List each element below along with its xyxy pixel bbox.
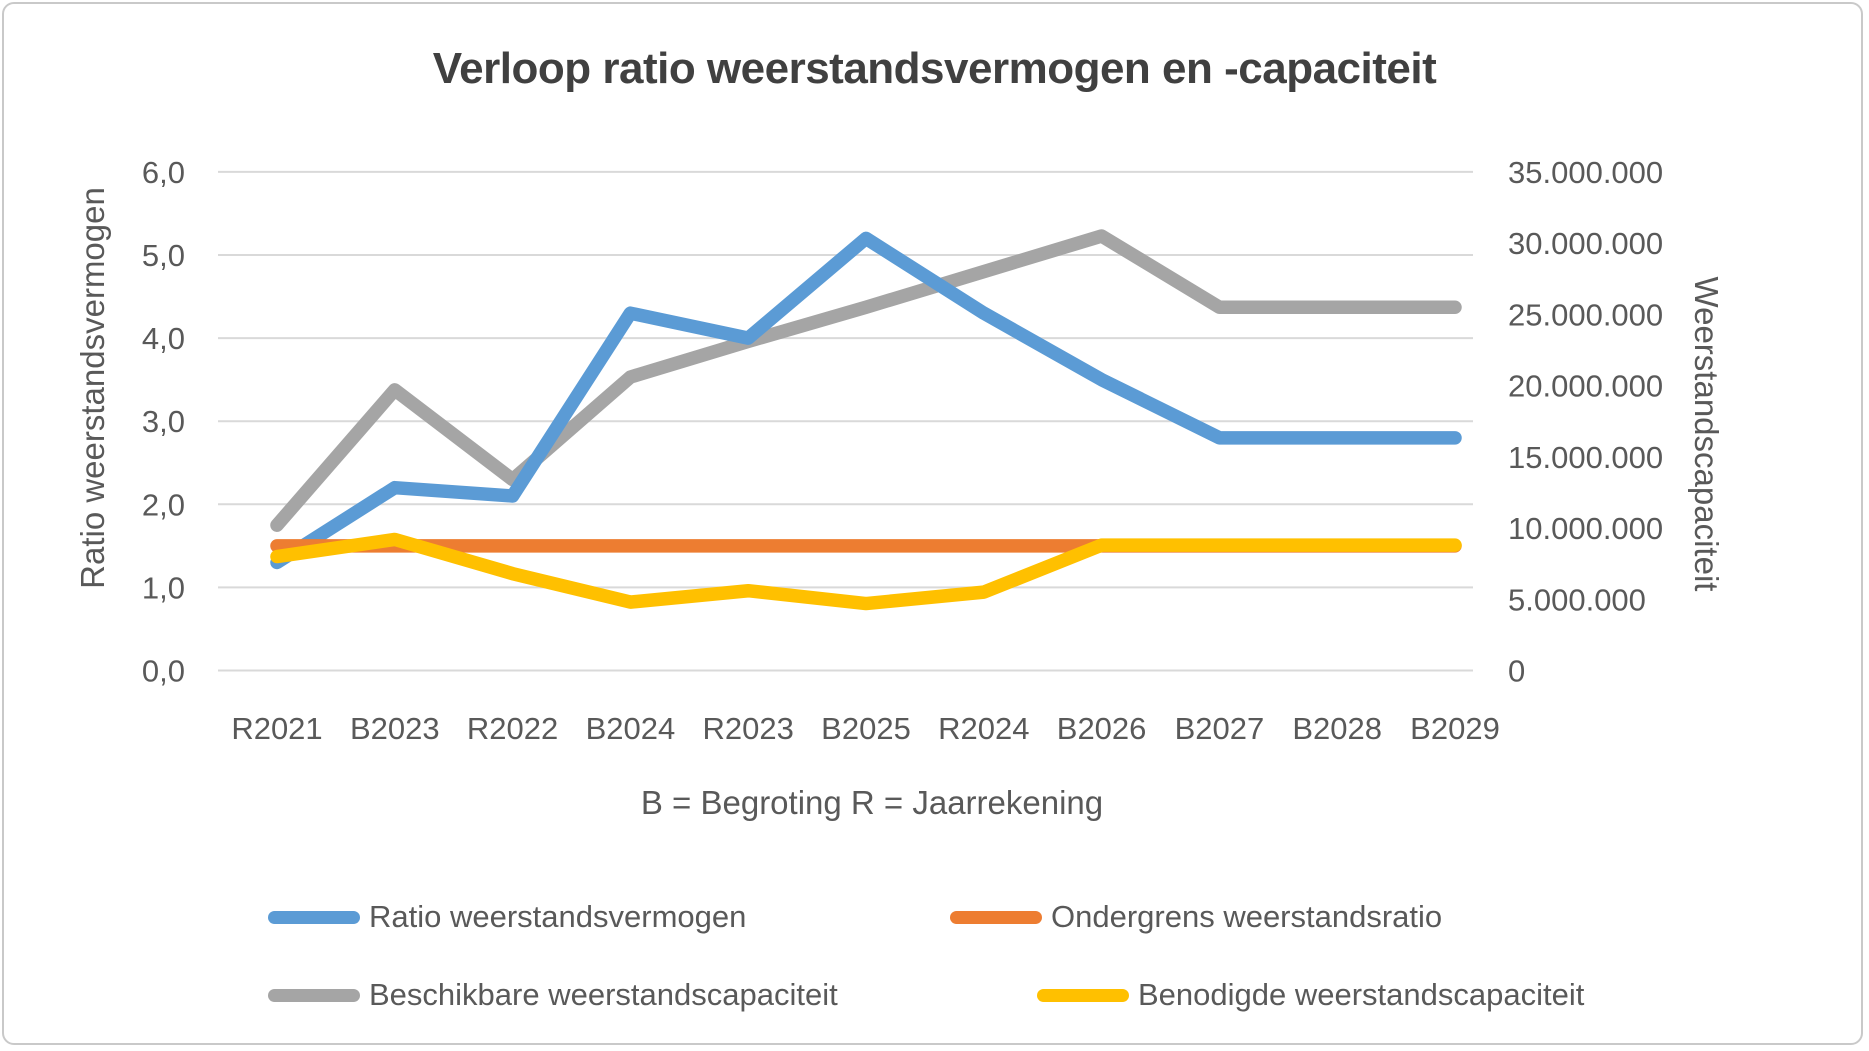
x-axis-tick-label: B2023 — [350, 711, 440, 746]
x-axis-tick-label: R2022 — [467, 711, 558, 746]
y-axis-right-tick-label: 20.000.000 — [1508, 369, 1663, 404]
y-axis-right-tick-label: 0 — [1508, 654, 1525, 689]
legend-color-swatch — [268, 988, 360, 1002]
chart-title: Verloop ratio weerstandsvermogen en -cap… — [432, 44, 1437, 93]
y-axis-right-tick-label: 35.000.000 — [1508, 155, 1663, 190]
legend-item-ondergrens-weerstandsratio: Ondergrens weerstandsratio — [950, 897, 1442, 937]
x-axis-tick-label: R2023 — [703, 711, 794, 746]
y-axis-right-tick-label: 25.000.000 — [1508, 297, 1663, 332]
y-axis-left-tick-label: 1,0 — [142, 570, 185, 605]
legend-label: Ratio weerstandsvermogen — [369, 899, 747, 934]
left-axis-title: Ratio weerstandsvermogen — [74, 187, 111, 589]
series-line-benodigde-weerstandscapaciteit — [270, 532, 1462, 611]
legend-color-swatch — [268, 910, 360, 924]
x-axis-tick-label: B2026 — [1057, 711, 1147, 746]
legend-label: Ondergrens weerstandsratio — [1051, 899, 1443, 934]
y-axis-right-tick-label: 15.000.000 — [1508, 440, 1663, 475]
y-axis-left-tick-label: 6,0 — [142, 155, 185, 190]
x-axis-tick-label: R2024 — [938, 711, 1029, 746]
x-axis-title: B = Begroting R = Jaarrekening — [640, 784, 1104, 821]
legend-item-benodigde-weerstandscapaciteit: Benodigde weerstandscapaciteit — [1037, 975, 1584, 1015]
series-line-ratio-weerstandsvermogen — [270, 231, 1462, 570]
y-axis-right-tick-label: 30.000.000 — [1508, 226, 1663, 261]
y-axis-left-tick-label: 5,0 — [142, 238, 185, 273]
x-axis-tick-label: B2024 — [586, 711, 676, 746]
y-axis-left-tick-label: 2,0 — [142, 487, 185, 522]
legend-color-swatch — [1037, 988, 1129, 1002]
x-axis-tick-label: B2027 — [1175, 711, 1265, 746]
legend-label: Benodigde weerstandscapaciteit — [1138, 977, 1585, 1012]
series-line-beschikbare-weerstandscapaciteit — [270, 229, 1462, 532]
y-axis-left-tick-label: 0,0 — [142, 654, 185, 689]
legend-label: Beschikbare weerstandscapaciteit — [369, 977, 838, 1012]
y-axis-right-tick-label: 5.000.000 — [1508, 582, 1646, 617]
y-axis-left-tick-label: 4,0 — [142, 321, 185, 356]
legend-item-ratio-weerstandsvermogen: Ratio weerstandsvermogen — [268, 897, 746, 937]
right-axis-title: Weerstandscapaciteit — [1688, 276, 1725, 592]
legend-color-swatch — [950, 910, 1042, 924]
x-axis-tick-label: R2021 — [231, 711, 322, 746]
y-axis-left-tick-label: 3,0 — [142, 404, 185, 439]
x-axis-tick-label: B2025 — [821, 711, 911, 746]
y-axis-right-tick-label: 10.000.000 — [1508, 511, 1663, 546]
x-axis-tick-label: B2029 — [1410, 711, 1500, 746]
legend-item-beschikbare-weerstandscapaciteit: Beschikbare weerstandscapaciteit — [268, 975, 838, 1015]
x-axis-tick-label: B2028 — [1292, 711, 1382, 746]
